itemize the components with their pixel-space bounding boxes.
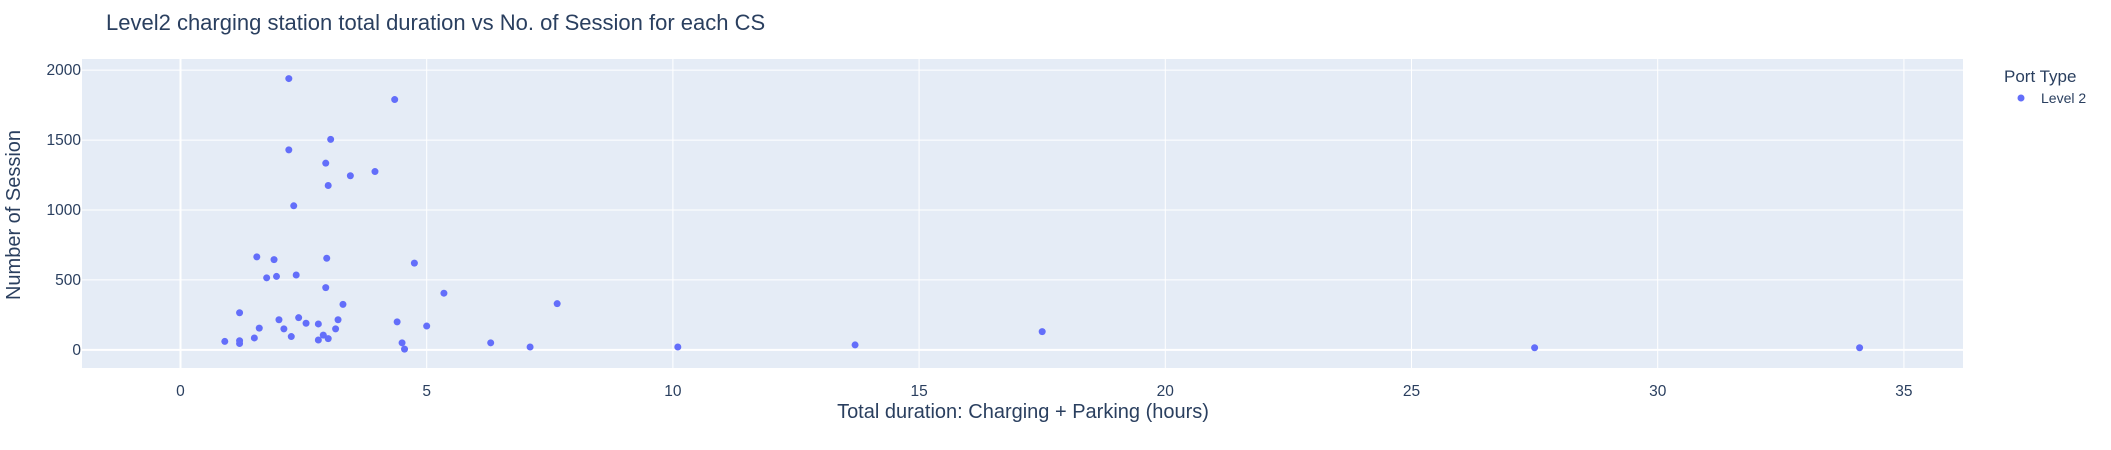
data-point[interactable] <box>324 182 332 190</box>
legend[interactable]: Port Type Level 2 <box>2004 67 2086 106</box>
data-point[interactable] <box>263 274 271 282</box>
y-tick-label: 1500 <box>47 132 82 149</box>
data-point[interactable] <box>250 334 258 342</box>
data-point[interactable] <box>851 341 859 349</box>
x-tick-label: 35 <box>1895 383 1912 400</box>
data-point[interactable] <box>334 316 342 324</box>
data-point[interactable] <box>270 256 278 264</box>
data-point[interactable] <box>314 320 322 328</box>
data-point[interactable] <box>314 336 322 344</box>
x-tick-label: 10 <box>664 383 682 400</box>
data-point[interactable] <box>319 331 327 339</box>
data-point[interactable] <box>221 337 229 345</box>
gridlines <box>82 59 1963 368</box>
data-point[interactable] <box>553 300 561 308</box>
legend-marker <box>2017 94 2025 102</box>
data-point[interactable] <box>285 75 293 83</box>
data-point[interactable] <box>1531 344 1539 352</box>
data-point[interactable] <box>287 333 295 341</box>
data-point[interactable] <box>487 339 495 347</box>
legend-item-label: Level 2 <box>2041 90 2086 106</box>
x-tick-label: 30 <box>1649 383 1667 400</box>
y-axis-title: Number of Session <box>3 130 25 300</box>
data-point[interactable] <box>346 172 354 180</box>
data-point[interactable] <box>398 339 406 347</box>
x-tick-labels: 0 5 10 15 20 25 30 35 <box>176 383 1912 400</box>
y-tick-label: 0 <box>72 342 81 359</box>
data-point[interactable] <box>273 272 281 280</box>
data-point[interactable] <box>526 343 534 351</box>
x-tick-label: 25 <box>1403 383 1420 400</box>
data-point[interactable] <box>322 284 330 292</box>
data-point[interactable] <box>423 322 431 330</box>
x-tick-label: 20 <box>1157 383 1175 400</box>
data-point[interactable] <box>292 271 300 279</box>
data-point[interactable] <box>327 135 335 143</box>
data-point[interactable] <box>290 202 298 210</box>
data-point[interactable] <box>302 319 310 327</box>
data-point[interactable] <box>255 324 263 332</box>
data-point[interactable] <box>275 316 283 324</box>
data-point[interactable] <box>339 300 347 308</box>
data-point[interactable] <box>391 96 399 104</box>
data-points <box>221 75 1864 353</box>
y-tick-labels: 0 500 1000 1500 2000 <box>47 62 82 359</box>
data-point[interactable] <box>401 345 409 353</box>
data-point[interactable] <box>253 253 261 261</box>
x-tick-label: 15 <box>910 383 927 400</box>
data-point[interactable] <box>236 309 244 317</box>
data-point[interactable] <box>280 325 288 333</box>
data-point[interactable] <box>322 159 330 167</box>
legend-title: Port Type <box>2004 67 2076 86</box>
y-tick-label: 2000 <box>47 62 82 79</box>
data-point[interactable] <box>371 168 379 176</box>
data-point[interactable] <box>285 146 293 154</box>
data-point[interactable] <box>393 318 401 326</box>
data-point[interactable] <box>1038 328 1046 336</box>
x-tick-label: 0 <box>176 383 185 400</box>
data-point[interactable] <box>236 340 244 348</box>
data-point[interactable] <box>410 259 418 267</box>
y-tick-label: 1000 <box>47 202 82 219</box>
data-point[interactable] <box>323 254 331 262</box>
legend-item-level-2[interactable]: Level 2 <box>2017 90 2087 106</box>
data-point[interactable] <box>295 314 303 322</box>
x-axis-title: Total duration: Charging + Parking (hour… <box>837 401 1209 423</box>
data-point[interactable] <box>1856 344 1864 352</box>
y-tick-label: 500 <box>55 272 81 289</box>
x-tick-label: 5 <box>422 383 431 400</box>
chart-title: Level2 charging station total duration v… <box>106 10 765 35</box>
data-point[interactable] <box>324 335 332 343</box>
data-point[interactable] <box>440 289 448 297</box>
plot-area <box>82 59 1963 368</box>
data-point[interactable] <box>332 325 340 333</box>
data-point[interactable] <box>674 343 682 351</box>
